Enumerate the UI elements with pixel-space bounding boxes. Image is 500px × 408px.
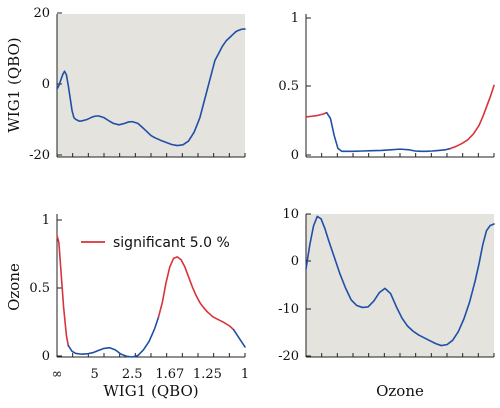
y-tick-label: 0.5 — [278, 79, 299, 94]
y-tick-label: 10 — [282, 207, 299, 222]
panel-top-right: 10.50 — [278, 11, 495, 163]
y-tick-label: 0.5 — [29, 281, 50, 296]
y-axis-label-top-left: WIG1 (QBO) — [5, 37, 23, 132]
y-tick-label: 0 — [42, 349, 50, 364]
series-line-blue-0 — [305, 215, 495, 347]
x-tick-label: 1 — [241, 367, 249, 382]
x-tick-label: 1.67 — [155, 367, 184, 382]
legend-label-significant: significant 5.0 % — [113, 235, 230, 251]
series-line-red-2 — [157, 256, 235, 331]
y-tick-label: -20 — [29, 148, 50, 163]
x-tick-label: 2.5 — [122, 367, 143, 382]
y-tick-label: 1 — [42, 213, 50, 228]
x-tick-label: 1.25 — [193, 367, 222, 382]
series-line-blue-1 — [325, 111, 452, 153]
plot-area-bottom-right — [306, 214, 494, 357]
series-line-blue-0 — [56, 28, 246, 147]
plot-area-bottom-left — [57, 214, 245, 357]
legend: significant 5.0 % — [81, 235, 230, 251]
x-tick-label: 5 — [90, 367, 98, 382]
y-tick-label: -10 — [278, 302, 299, 317]
y-tick-label: 20 — [33, 6, 50, 21]
y-tick-label: -20 — [278, 349, 299, 364]
series-line-red-0 — [56, 234, 70, 347]
x-axis-label-bottom-left: WIG1 (QBO) — [103, 382, 198, 400]
plot-area-top-right — [306, 14, 494, 157]
y-axis-label-bottom-left: Ozone — [5, 263, 23, 311]
y-tick-label: 0 — [291, 148, 299, 163]
series-line-red-2 — [449, 84, 495, 150]
series-line-red-0 — [305, 111, 328, 118]
series-line-blue-3 — [232, 329, 246, 348]
y-tick-label: 0 — [291, 254, 299, 269]
plot-area-top-left — [57, 14, 245, 157]
y-tick-label: 0 — [42, 77, 50, 92]
panel-top-left: 20 0 -20 — [29, 6, 246, 163]
panel-bottom-left: 1 0.5 0∞ 5 2.5 1.67 1.25 1 — [29, 213, 249, 382]
y-tick-label: 1 — [291, 11, 299, 26]
series-line-blue-1 — [67, 316, 160, 358]
x-axis-label-bottom-right: Ozone — [376, 382, 424, 400]
x-tick-label: ∞ — [52, 367, 63, 382]
panel-bottom-right: 10 0 -10 -20 — [278, 207, 495, 364]
